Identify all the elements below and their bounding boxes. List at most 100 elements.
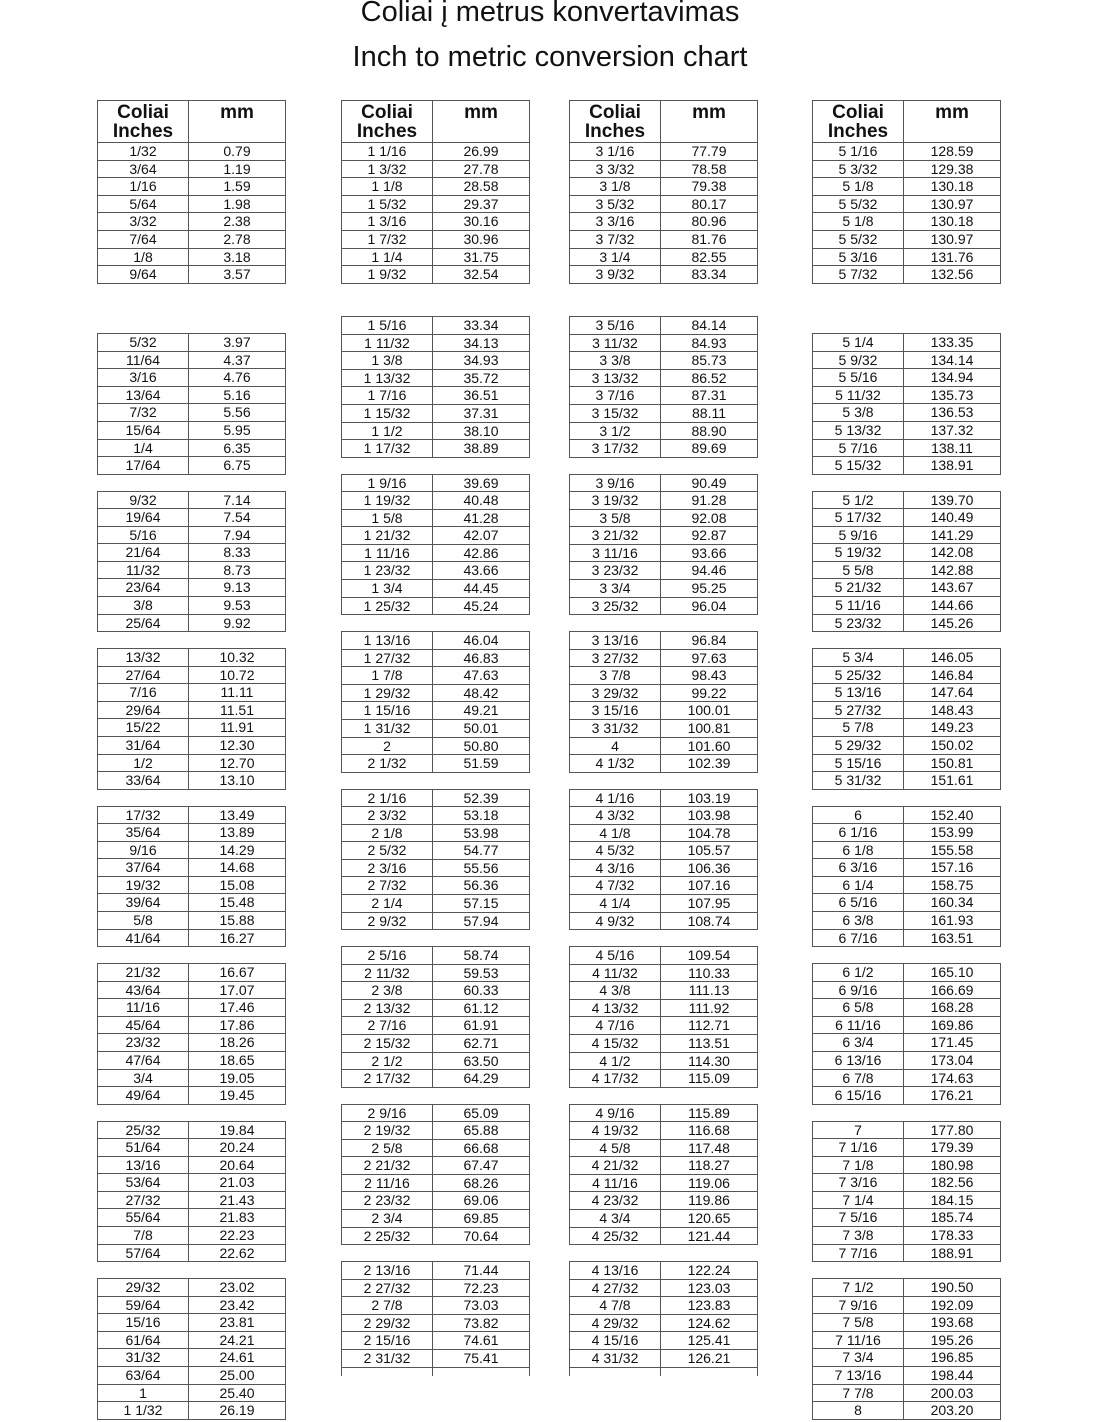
- mm-cell: 102.39: [687, 755, 731, 772]
- table-row: 39/64 15.48: [98, 894, 285, 913]
- mm-cell: 32.54: [463, 266, 499, 283]
- mm-cell: 42.86: [463, 544, 499, 561]
- mm-cell: 3.18: [223, 248, 251, 265]
- mm-cell: 77.79: [691, 143, 727, 159]
- inches-cell: 4 3/8: [570, 982, 661, 999]
- inches-cell: 7 1/16: [813, 1139, 904, 1156]
- table-row: 2 15/16 74.61: [342, 1332, 529, 1350]
- table-row: 35/64 13.89: [98, 824, 285, 842]
- inches-cell: 4 1/16: [570, 789, 661, 807]
- mm-cell: 149.23: [930, 719, 974, 736]
- table-row: 31/64 12.30: [98, 736, 285, 755]
- inches-cell: 7 1/2: [813, 1279, 904, 1296]
- inches-cell: 1 25/32: [342, 597, 433, 615]
- mm-cell: 51.59: [463, 755, 499, 772]
- conversion-table-group: 17/32 13.49 35/64 13.89 9/16 14.29 37/64 14.68 1…: [97, 805, 286, 948]
- inches-cell: 2 13/16: [342, 1262, 433, 1279]
- mm-cell: 19.84: [219, 1121, 255, 1138]
- mm-cell: 157.16: [930, 859, 974, 876]
- table-header: Coliai Inches mm: [813, 101, 1000, 143]
- inches-cell: 4 13/32: [570, 999, 661, 1017]
- mm-cell: 122.24: [687, 1262, 731, 1278]
- table-row: 5 17/32 140.49: [813, 509, 1000, 527]
- inches-cell: 3 13/32: [570, 369, 661, 387]
- table-row: 2 9/16 65.09: [342, 1104, 529, 1123]
- inches-cell: 59/64: [98, 1296, 189, 1314]
- mm-cell: 10.32: [219, 649, 255, 665]
- table-row: 7/16 11.11: [98, 684, 285, 702]
- inches-cell: 9/32: [98, 491, 189, 509]
- table-row: 4 1/2 114.30: [570, 1052, 757, 1071]
- mm-cell: 86.52: [691, 369, 727, 386]
- conversion-table-group: 3 9/16 90.49 3 19/32 91.28 3 5/8 92.08 3 21/32…: [569, 473, 758, 616]
- mm-cell: 5.56: [223, 404, 251, 421]
- table-row: 37/64 14.68: [98, 859, 285, 877]
- page-title: Coliai į metrus konvertavimas: [360, 0, 740, 28]
- mm-cell: 85.73: [691, 352, 727, 369]
- mm-cell: 153.99: [930, 824, 974, 841]
- mm-column-header: mm: [935, 102, 969, 123]
- inches-cell: 5 3/32: [813, 160, 904, 178]
- mm-cell: 195.26: [930, 1331, 974, 1348]
- mm-cell: 196.85: [930, 1349, 974, 1366]
- table-row: 1 5/32 29.37: [342, 195, 529, 214]
- table-row: 7/64 2.78: [98, 230, 285, 249]
- table-row: 6 1/2 165.10: [813, 964, 1000, 982]
- mm-cell: 169.86: [930, 1016, 974, 1033]
- inches-cell: 2 15/32: [342, 1034, 433, 1052]
- mm-cell: 145.26: [930, 614, 974, 631]
- inches-cell: 7 9/16: [813, 1296, 904, 1314]
- table-row: 1 3/4 44.45: [342, 580, 529, 598]
- inches-cell: 55/64: [98, 1209, 189, 1227]
- mm-cell: 96.04: [691, 597, 727, 614]
- inches-cell: 4 3/4: [570, 1210, 661, 1227]
- table-row: 3 29/32 99.22: [570, 684, 757, 703]
- mm-cell: 38.10: [463, 422, 499, 439]
- mm-cell: 130.97: [930, 230, 974, 247]
- mm-cell: 64.29: [463, 1070, 499, 1087]
- table-row: 5 1/2 139.70: [813, 491, 1000, 510]
- table-row: 31/32 24.61: [98, 1349, 285, 1367]
- mm-cell: 20.24: [219, 1139, 255, 1156]
- table-row: 2 5/32 54.77: [342, 842, 529, 860]
- mm-cell: 168.28: [930, 999, 974, 1016]
- inches-cell: 5 13/16: [813, 684, 904, 701]
- inches-cell: 3 19/32: [570, 492, 661, 509]
- mm-cell: 9.13: [223, 579, 251, 596]
- table-row: 2 21/32 67.47: [342, 1157, 529, 1175]
- mm-cell: 124.62: [687, 1314, 731, 1331]
- table-row: 3 3/32 78.58: [570, 160, 757, 179]
- inches-cell: 7 11/16: [813, 1331, 904, 1349]
- conversion-table-group: 4 9/16 115.89 4 19/32 116.68 4 5/8 117.48 4 21…: [569, 1103, 758, 1246]
- inches-cell: 1 3/32: [342, 160, 433, 178]
- inches-cell: 5 1/16: [813, 143, 904, 160]
- table-row: 1 23/32 43.66: [342, 562, 529, 581]
- mm-cell: 112.71: [688, 1017, 730, 1034]
- mm-cell: 128.59: [930, 143, 974, 159]
- mm-cell: 2.38: [223, 213, 251, 230]
- inches-cell: 5/32: [98, 334, 189, 351]
- inches-cell: 37/64: [98, 859, 189, 876]
- inches-cell: 5 3/8: [813, 404, 904, 421]
- table-row: 15/16 23.81: [98, 1314, 285, 1332]
- table-row: 4 5/8 117.48: [570, 1139, 757, 1158]
- table-header: Coliai Inches mm: [342, 101, 529, 143]
- table-row: 1 17/32 38.89: [342, 440, 529, 458]
- mm-cell: 30.96: [463, 230, 499, 247]
- table-row: 47/64 18.65: [98, 1051, 285, 1070]
- table-row: 4 25/32 121.44: [570, 1227, 757, 1246]
- table-row: 6 1/8 155.58: [813, 841, 1000, 860]
- table-row: 13/32 10.32: [98, 649, 285, 667]
- mm-cell: 75.41: [463, 1349, 499, 1366]
- mm-cell: 69.85: [463, 1210, 499, 1227]
- conversion-table-header-block: Coliai Inches mm 3 1/16 77.79 3 3/32 78.58 3 1/…: [569, 100, 758, 284]
- table-row: 15/22 11.91: [98, 719, 285, 737]
- table-row: 4 1/16 103.19: [570, 789, 757, 808]
- mm-cell: 16.67: [219, 964, 255, 980]
- conversion-table-group: 1 5/16 33.34 1 11/32 34.13 1 3/8 34.93 1 13/32…: [341, 316, 530, 458]
- inches-cell: 4 3/32: [570, 807, 661, 824]
- table-row: 61/64 24.21: [98, 1331, 285, 1350]
- table-row: 2 27/32 72.23: [342, 1279, 529, 1298]
- table-row: 5 3/4 146.05: [813, 649, 1000, 667]
- mm-cell: 116.68: [688, 1122, 730, 1139]
